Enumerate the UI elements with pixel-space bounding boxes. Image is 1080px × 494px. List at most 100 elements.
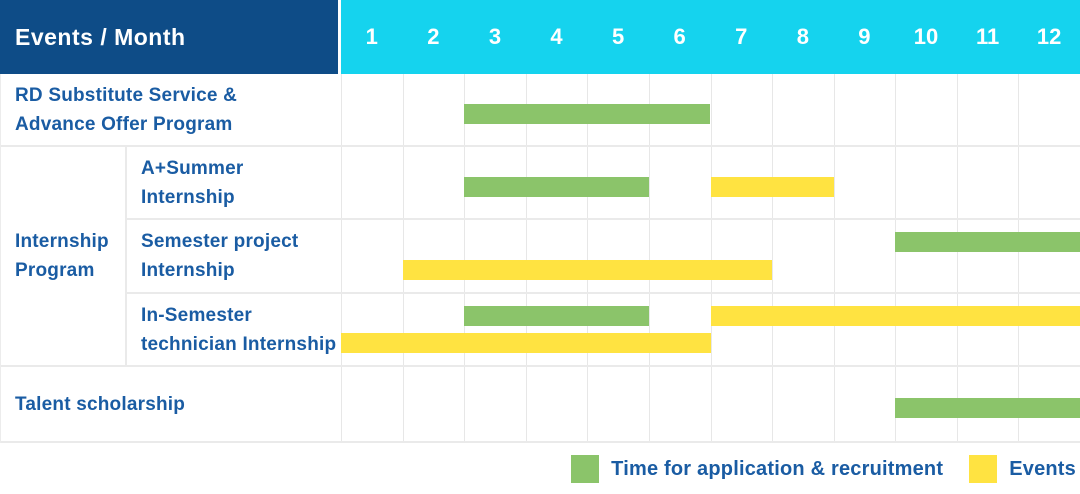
month-gridline — [833, 367, 835, 441]
month-header-cell: 11 — [975, 24, 1000, 49]
month-gridline — [772, 220, 774, 292]
month-gridline — [341, 367, 342, 441]
table-row-rd-substitute: RD Substitute Service & Advance Offer Pr… — [1, 74, 1080, 147]
month-header-cell: 3 — [488, 24, 502, 49]
gantt-bar-yellow — [710, 306, 1080, 326]
month-header-cell: 10 — [913, 24, 939, 49]
events-month-title: Events / Month — [15, 23, 186, 50]
month-gridline — [402, 220, 404, 292]
table-body: RD Substitute Service & Advance Offer Pr… — [0, 74, 1080, 443]
month-gridline — [587, 220, 589, 292]
month-header-cell: 6 — [673, 24, 686, 49]
row-label-line: Internship — [141, 260, 235, 281]
month-header-row: 1 2 3 4 5 6 7 8 9 10 11 12 — [341, 0, 1080, 74]
month-gridline — [464, 220, 466, 292]
table-row-semester-project: Semester project Internship — [125, 220, 1080, 294]
gantt-bar-yellow — [341, 332, 711, 353]
gantt-bar-yellow — [402, 259, 773, 280]
row-label-cell: Semester project Internship — [125, 220, 341, 292]
row-label-line: In-Semester — [141, 304, 252, 326]
month-gridline — [710, 220, 712, 292]
row-label-line: A+Summer — [141, 157, 244, 179]
month-header-cell: 4 — [550, 24, 563, 49]
row-chart-cell — [341, 147, 1080, 218]
month-gridline — [895, 147, 897, 218]
month-gridline — [895, 74, 897, 145]
month-gridline — [341, 74, 342, 145]
gantt-bar-green — [464, 306, 649, 326]
row-label-line: RD Substitute Service & — [15, 84, 238, 106]
month-gridline — [525, 294, 527, 365]
month-gridline — [833, 74, 835, 145]
legend-label: Time for application & recruitment — [611, 457, 944, 480]
table-row-talent-scholarship: Talent scholarship — [1, 367, 1080, 443]
row-label-line: Talent scholarship — [15, 393, 186, 415]
month-gridline — [956, 220, 958, 292]
events-month-header-cell: Events / Month — [0, 0, 338, 74]
month-gridline — [895, 220, 897, 292]
table-header-row: Events / Month 1 2 3 4 5 6 7 8 9 10 11 12 — [0, 0, 1080, 74]
legend-item-events: Events — [969, 455, 1076, 483]
month-gridline — [648, 294, 650, 365]
month-gridline — [710, 294, 712, 365]
month-header-cell: 9 — [858, 24, 871, 49]
month-gridline — [895, 294, 897, 365]
month-gridline — [587, 367, 589, 441]
group-label-line: Internship — [15, 231, 109, 252]
row-chart-cell — [341, 74, 1080, 145]
month-gridline — [464, 294, 466, 365]
month-header-cell: 2 — [427, 24, 440, 49]
row-label-cell: Talent scholarship — [1, 367, 341, 441]
row-chart-cell — [341, 367, 1080, 441]
month-gridline — [772, 294, 774, 365]
month-gridline — [341, 147, 342, 218]
month-gridline — [341, 220, 342, 292]
month-header-cell: 7 — [735, 24, 748, 49]
legend: Time for application & recruitment Event… — [571, 451, 1076, 487]
month-gridline — [1018, 294, 1020, 365]
month-gridline — [1018, 147, 1020, 218]
month-gridline — [772, 74, 774, 145]
month-header-cell: 5 — [611, 24, 625, 49]
month-gridline — [710, 74, 712, 145]
month-gridline — [772, 367, 774, 441]
yellow-legend-swatch — [969, 455, 998, 483]
group-label-cell: Internship Program — [1, 147, 125, 367]
month-header-cell: 8 — [796, 24, 809, 49]
header-divider — [338, 0, 341, 74]
month-gridline — [956, 294, 958, 365]
month-header-cell: 12 — [1036, 24, 1062, 49]
month-gridline — [648, 147, 650, 218]
row-label-line: Advance Offer Program — [15, 113, 233, 135]
row-label-cell: A+Summer Internship — [125, 147, 341, 218]
month-gridline — [402, 367, 404, 441]
month-gridline — [648, 367, 650, 441]
month-gridline — [525, 220, 527, 292]
row-label-cell: RD Substitute Service & Advance Offer Pr… — [1, 74, 341, 145]
gantt-bar-green — [895, 232, 1080, 253]
month-gridline — [402, 74, 404, 145]
gantt-bar-green — [464, 176, 649, 197]
month-gridline — [402, 294, 404, 365]
month-gridline — [525, 367, 527, 441]
group-rows: A+Summer Internship Semester project Int… — [125, 147, 1080, 367]
table-row-a-summer: A+Summer Internship — [125, 147, 1080, 220]
month-gridline — [648, 220, 650, 292]
row-label-line: Semester project — [141, 231, 299, 252]
month-gridline — [1018, 220, 1020, 292]
month-gridline — [587, 294, 589, 365]
gantt-bar-green — [464, 103, 711, 124]
row-chart-cell — [341, 220, 1080, 292]
row-label-line: technician Internship — [141, 333, 337, 355]
green-legend-swatch — [571, 455, 600, 483]
group-label-line: Program — [15, 260, 95, 281]
gantt-bar-yellow — [710, 176, 834, 197]
month-gridline — [833, 220, 835, 292]
month-header-cell: 1 — [365, 24, 378, 49]
month-gridline — [341, 294, 342, 365]
internship-program-section: Internship Program A+Summer Internship S… — [1, 147, 1080, 367]
legend-label: Events — [1009, 457, 1076, 480]
month-gridline — [956, 147, 958, 218]
month-gridline — [710, 367, 712, 441]
row-chart-cell — [341, 294, 1080, 365]
